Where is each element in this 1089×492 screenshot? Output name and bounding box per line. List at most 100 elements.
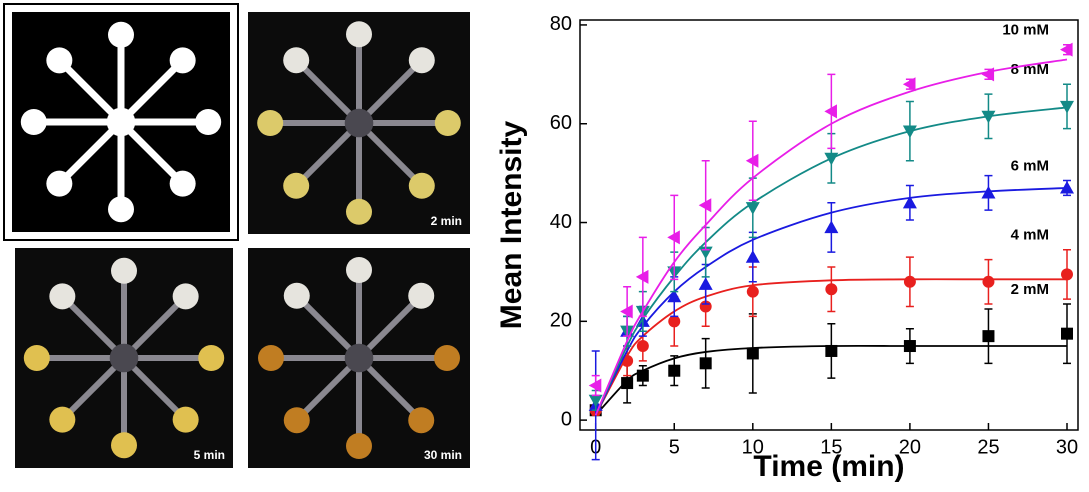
detection-zone bbox=[108, 21, 134, 48]
detection-zone bbox=[46, 170, 73, 197]
channel bbox=[356, 293, 424, 361]
channel bbox=[60, 355, 127, 422]
series-label: 6 mM bbox=[1011, 158, 1049, 175]
detection-zone bbox=[108, 196, 134, 223]
channel bbox=[118, 57, 186, 125]
x-axis-title: Time (min) bbox=[753, 450, 904, 483]
marker bbox=[825, 344, 838, 357]
y-tick-label: 20 bbox=[550, 310, 572, 332]
marker bbox=[745, 250, 760, 263]
marker bbox=[982, 275, 995, 288]
fit-curve bbox=[594, 58, 1068, 416]
marker bbox=[636, 340, 649, 353]
detection-zone bbox=[283, 407, 310, 434]
detection-zone bbox=[111, 432, 137, 459]
marker bbox=[588, 394, 603, 408]
marker bbox=[746, 347, 759, 360]
marker bbox=[698, 277, 713, 290]
photo-panels: 2 min 5 min 30 min bbox=[3, 3, 470, 468]
fit-curve bbox=[594, 278, 1067, 416]
marker bbox=[903, 340, 916, 353]
channel bbox=[294, 120, 362, 188]
detection-zone bbox=[408, 172, 435, 199]
channel bbox=[60, 294, 127, 361]
marker bbox=[902, 195, 917, 209]
y-tick-label: 80 bbox=[550, 13, 572, 35]
detection-zone bbox=[111, 257, 137, 284]
marker bbox=[667, 230, 680, 245]
detection-zone bbox=[346, 21, 372, 48]
marker bbox=[1060, 42, 1073, 57]
marker bbox=[902, 77, 916, 92]
detection-zone bbox=[169, 47, 196, 74]
marker bbox=[1060, 100, 1075, 114]
detection-zone bbox=[408, 282, 435, 309]
y-axis-title: Mean Intensity bbox=[495, 120, 528, 329]
detection-zone bbox=[195, 109, 222, 135]
marker bbox=[621, 377, 634, 390]
marker bbox=[903, 275, 916, 288]
panel-label: 5 min bbox=[194, 448, 225, 462]
panel-label: 2 min bbox=[431, 214, 462, 228]
panel-label: 30 min bbox=[424, 448, 462, 462]
sample-zone bbox=[106, 107, 136, 137]
detection-zone bbox=[198, 345, 225, 371]
sample-zone bbox=[109, 343, 139, 373]
marker bbox=[620, 304, 633, 319]
detection-zone bbox=[23, 345, 50, 371]
marker bbox=[824, 152, 839, 166]
fit-curve bbox=[594, 187, 1068, 416]
marker bbox=[825, 283, 838, 296]
detection-zone bbox=[49, 406, 76, 433]
marker bbox=[668, 364, 681, 377]
series-label: 2 mM bbox=[1011, 281, 1049, 298]
marker bbox=[981, 110, 996, 124]
plot-frame bbox=[579, 19, 1079, 431]
x-tick-label: 10 bbox=[742, 436, 764, 458]
detection-zone bbox=[283, 282, 310, 309]
detection-zone bbox=[408, 407, 435, 434]
marker bbox=[745, 153, 759, 168]
detection-zone bbox=[434, 110, 461, 136]
detection-zone bbox=[257, 110, 284, 136]
channel bbox=[294, 58, 362, 126]
sample-zone bbox=[344, 343, 374, 373]
channel bbox=[294, 293, 362, 361]
detection-zone bbox=[283, 47, 310, 74]
fit-curve bbox=[594, 106, 1068, 416]
series-label: 8 mM bbox=[1011, 61, 1049, 78]
marker bbox=[824, 104, 837, 119]
y-tick-label: 0 bbox=[561, 408, 572, 430]
marker bbox=[635, 269, 649, 284]
series-label: 4 mM bbox=[1011, 227, 1049, 244]
marker bbox=[1061, 327, 1074, 340]
detection-zone bbox=[434, 345, 460, 371]
channel bbox=[118, 119, 186, 187]
channel bbox=[56, 119, 124, 187]
x-tick-label: 30 bbox=[1056, 436, 1078, 458]
channel bbox=[356, 58, 424, 126]
marker bbox=[636, 369, 649, 382]
x-tick-label: 5 bbox=[669, 436, 680, 458]
detection-zone bbox=[49, 283, 76, 310]
channel bbox=[121, 294, 188, 361]
detection-zone bbox=[172, 283, 199, 310]
marker bbox=[698, 198, 712, 213]
detection-zone bbox=[46, 47, 73, 74]
y-tick-label: 60 bbox=[550, 112, 572, 134]
marker bbox=[746, 285, 759, 298]
detection-zone bbox=[346, 433, 372, 459]
detection-zone bbox=[346, 257, 372, 283]
marker bbox=[982, 330, 995, 343]
channel bbox=[356, 355, 424, 423]
marker bbox=[902, 125, 917, 139]
detection-zone bbox=[20, 109, 47, 135]
y-tick-label: 40 bbox=[550, 211, 572, 233]
detection-zone bbox=[258, 345, 284, 371]
marker bbox=[1061, 268, 1074, 281]
marker bbox=[981, 185, 996, 199]
detection-zone bbox=[283, 172, 310, 199]
marker bbox=[1060, 180, 1075, 194]
